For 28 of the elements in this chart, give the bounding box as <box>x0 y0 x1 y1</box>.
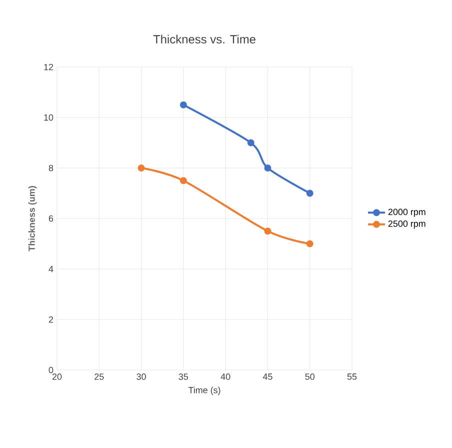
point <box>247 139 254 146</box>
y-tick-label: 4 <box>48 266 54 272</box>
point <box>138 164 145 172</box>
point <box>306 240 314 248</box>
y-tick-label: 6 <box>48 215 54 222</box>
x-tick-label: 25 <box>94 374 104 380</box>
x-tick-label: 55 <box>347 374 357 380</box>
x-tick-label: 40 <box>220 374 230 380</box>
legend-label: 2500 rpm <box>388 220 426 229</box>
x-tick-label: 35 <box>178 374 188 380</box>
y-tick-label: 10 <box>44 114 54 121</box>
point <box>180 177 187 184</box>
y-tick-label: 8 <box>48 164 54 172</box>
x-tick-label: 45 <box>262 374 272 380</box>
x-tick-label: 30 <box>136 374 146 380</box>
y-tick-label: 12 <box>44 64 54 70</box>
y-tick-label: 0 <box>48 366 54 374</box>
y-tick-label: 2 <box>48 316 54 323</box>
point <box>306 190 314 197</box>
x-tick-label: 50 <box>305 374 314 380</box>
y-axis-title: Thickness (um) <box>28 186 37 252</box>
point <box>180 101 187 108</box>
x-axis-title: Time (s) <box>188 386 220 396</box>
x-tick-label: 20 <box>52 374 62 380</box>
legend-label: 2000 rpm <box>388 208 426 217</box>
chart-title: Thickness vs. Time <box>153 34 256 44</box>
point <box>264 228 272 235</box>
point <box>264 164 272 172</box>
